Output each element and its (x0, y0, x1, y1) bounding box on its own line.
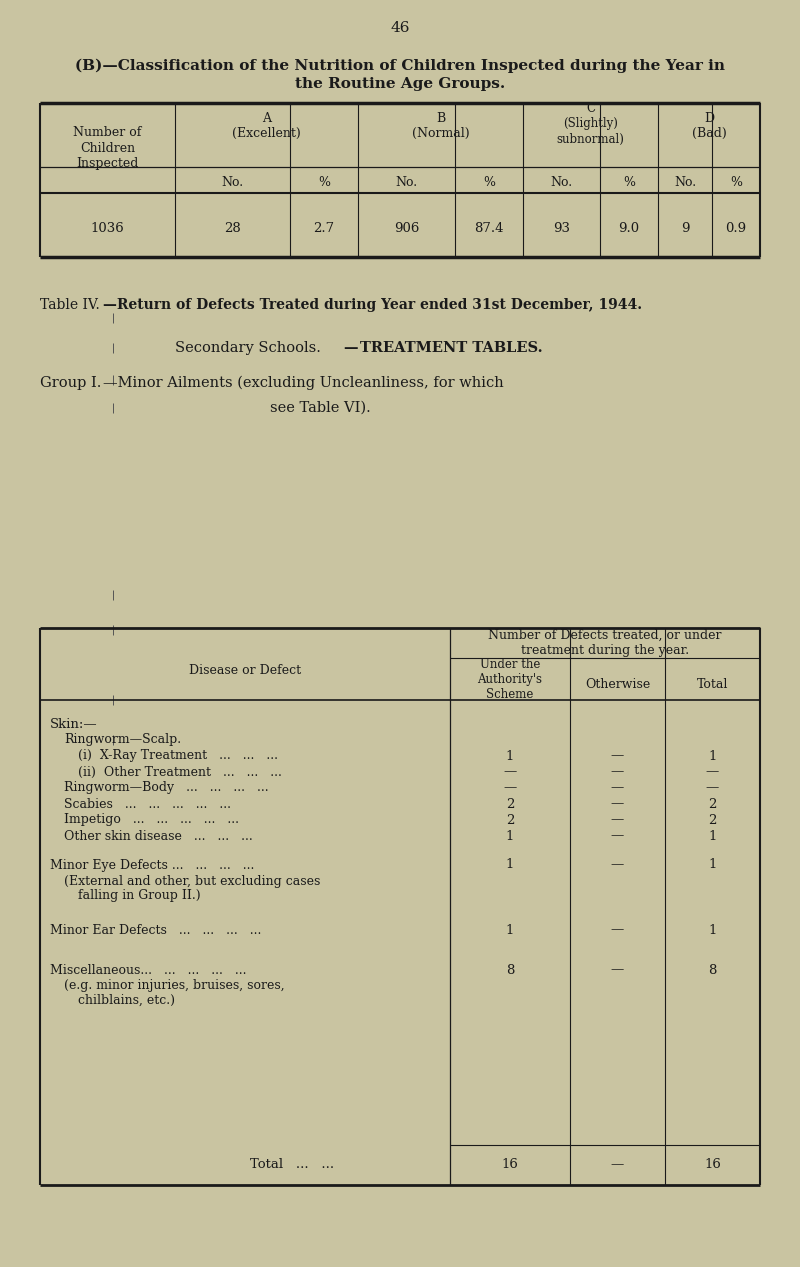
Text: No.: No. (222, 176, 243, 189)
Text: —: — (611, 797, 624, 811)
Text: 1: 1 (708, 859, 717, 872)
Text: —: — (343, 341, 358, 355)
Text: 1036: 1036 (90, 223, 124, 236)
Text: Secondary Schools.: Secondary Schools. (175, 341, 321, 355)
Text: C
(Slightly)
subnormal): C (Slightly) subnormal) (557, 103, 625, 146)
Text: —: — (706, 782, 719, 794)
Text: —: — (611, 963, 624, 977)
Text: 9: 9 (681, 223, 690, 236)
Text: No.: No. (674, 176, 696, 189)
Text: falling in Group II.): falling in Group II.) (78, 888, 201, 902)
Text: 8: 8 (708, 963, 717, 977)
Text: Impetigo   ...   ...   ...   ...   ...: Impetigo ... ... ... ... ... (64, 813, 239, 826)
Text: 1: 1 (506, 924, 514, 936)
Text: 16: 16 (704, 1158, 721, 1172)
Text: 16: 16 (502, 1158, 518, 1172)
Text: Ringworm—Body   ...   ...   ...   ...: Ringworm—Body ... ... ... ... (64, 782, 269, 794)
Text: 1: 1 (708, 830, 717, 843)
Text: 1: 1 (708, 924, 717, 936)
Text: Total   ...   ...: Total ... ... (250, 1158, 334, 1172)
Text: —: — (503, 765, 517, 778)
Text: Minor Ear Defects   ...   ...   ...   ...: Minor Ear Defects ... ... ... ... (50, 924, 262, 936)
Text: —: — (611, 924, 624, 936)
Text: (B)—Classification of the Nutrition of Children Inspected during the Year in: (B)—Classification of the Nutrition of C… (75, 58, 725, 73)
Text: 8: 8 (506, 963, 514, 977)
Text: —: — (611, 765, 624, 778)
Text: %: % (730, 176, 742, 189)
Text: Number of Defects treated, or under
treatment during the year.: Number of Defects treated, or under trea… (488, 628, 722, 658)
Text: No.: No. (395, 176, 418, 189)
Text: %: % (318, 176, 330, 189)
Text: Under the
Authority's
Scheme: Under the Authority's Scheme (478, 658, 542, 701)
Text: 2: 2 (708, 813, 717, 826)
Text: A
(Excellent): A (Excellent) (232, 111, 301, 139)
Text: Other skin disease   ...   ...   ...: Other skin disease ... ... ... (64, 830, 253, 843)
Text: 906: 906 (394, 223, 419, 236)
Text: —: — (611, 782, 624, 794)
Text: see Table VI).: see Table VI). (270, 400, 370, 416)
Text: —: — (611, 1158, 624, 1172)
Text: %: % (623, 176, 635, 189)
Text: 87.4: 87.4 (474, 223, 504, 236)
Text: 9.0: 9.0 (618, 223, 639, 236)
Text: 28: 28 (224, 223, 241, 236)
Text: B
(Normal): B (Normal) (412, 111, 470, 139)
Text: —: — (611, 750, 624, 763)
Text: 1: 1 (506, 830, 514, 843)
Text: Scabies   ...   ...   ...   ...   ...: Scabies ... ... ... ... ... (64, 797, 231, 811)
Text: —Return of Defects Treated during Year ended 31st December, 1944.: —Return of Defects Treated during Year e… (103, 298, 642, 312)
Text: 46: 46 (390, 22, 410, 35)
Text: chilblains, etc.): chilblains, etc.) (78, 993, 175, 1006)
Text: Total: Total (697, 678, 728, 691)
Text: D
(Bad): D (Bad) (692, 111, 726, 139)
Text: Ringworm—Scalp.: Ringworm—Scalp. (64, 734, 181, 746)
Text: —: — (611, 813, 624, 826)
Text: (External and other, but excluding cases: (External and other, but excluding cases (64, 874, 320, 887)
Text: Skin:—: Skin:— (50, 717, 98, 731)
Text: Table IV.: Table IV. (40, 298, 100, 312)
Text: 2: 2 (708, 797, 717, 811)
Text: 1: 1 (708, 750, 717, 763)
Text: No.: No. (550, 176, 573, 189)
Text: 2: 2 (506, 813, 514, 826)
Text: 2: 2 (506, 797, 514, 811)
Text: Number of
Children
Inspected: Number of Children Inspected (74, 127, 142, 170)
Text: 1: 1 (506, 859, 514, 872)
Text: (ii)  Other Treatment   ...   ...   ...: (ii) Other Treatment ... ... ... (78, 765, 282, 778)
Text: Disease or Defect: Disease or Defect (189, 664, 301, 677)
Text: %: % (483, 176, 495, 189)
Text: (i)  X-Ray Treatment   ...   ...   ...: (i) X-Ray Treatment ... ... ... (78, 750, 278, 763)
Text: —: — (611, 859, 624, 872)
Text: 0.9: 0.9 (726, 223, 746, 236)
Text: —: — (611, 830, 624, 843)
Text: —Minor Ailments (excluding Uncleanliness, for which: —Minor Ailments (excluding Uncleanliness… (103, 376, 504, 390)
Text: Otherwise: Otherwise (585, 678, 650, 691)
Text: Group I.: Group I. (40, 376, 102, 390)
Text: —: — (706, 765, 719, 778)
Text: 93: 93 (553, 223, 570, 236)
Text: 1: 1 (506, 750, 514, 763)
Text: TREATMENT TABLES.: TREATMENT TABLES. (360, 341, 542, 355)
Text: —: — (503, 782, 517, 794)
Text: Miscellaneous...   ...   ...   ...   ...: Miscellaneous... ... ... ... ... (50, 963, 246, 977)
Text: Minor Eye Defects ...   ...   ...   ...: Minor Eye Defects ... ... ... ... (50, 859, 254, 872)
Text: 2.7: 2.7 (314, 223, 334, 236)
Text: the Routine Age Groups.: the Routine Age Groups. (295, 77, 505, 91)
Text: (e.g. minor injuries, bruises, sores,: (e.g. minor injuries, bruises, sores, (64, 979, 285, 992)
